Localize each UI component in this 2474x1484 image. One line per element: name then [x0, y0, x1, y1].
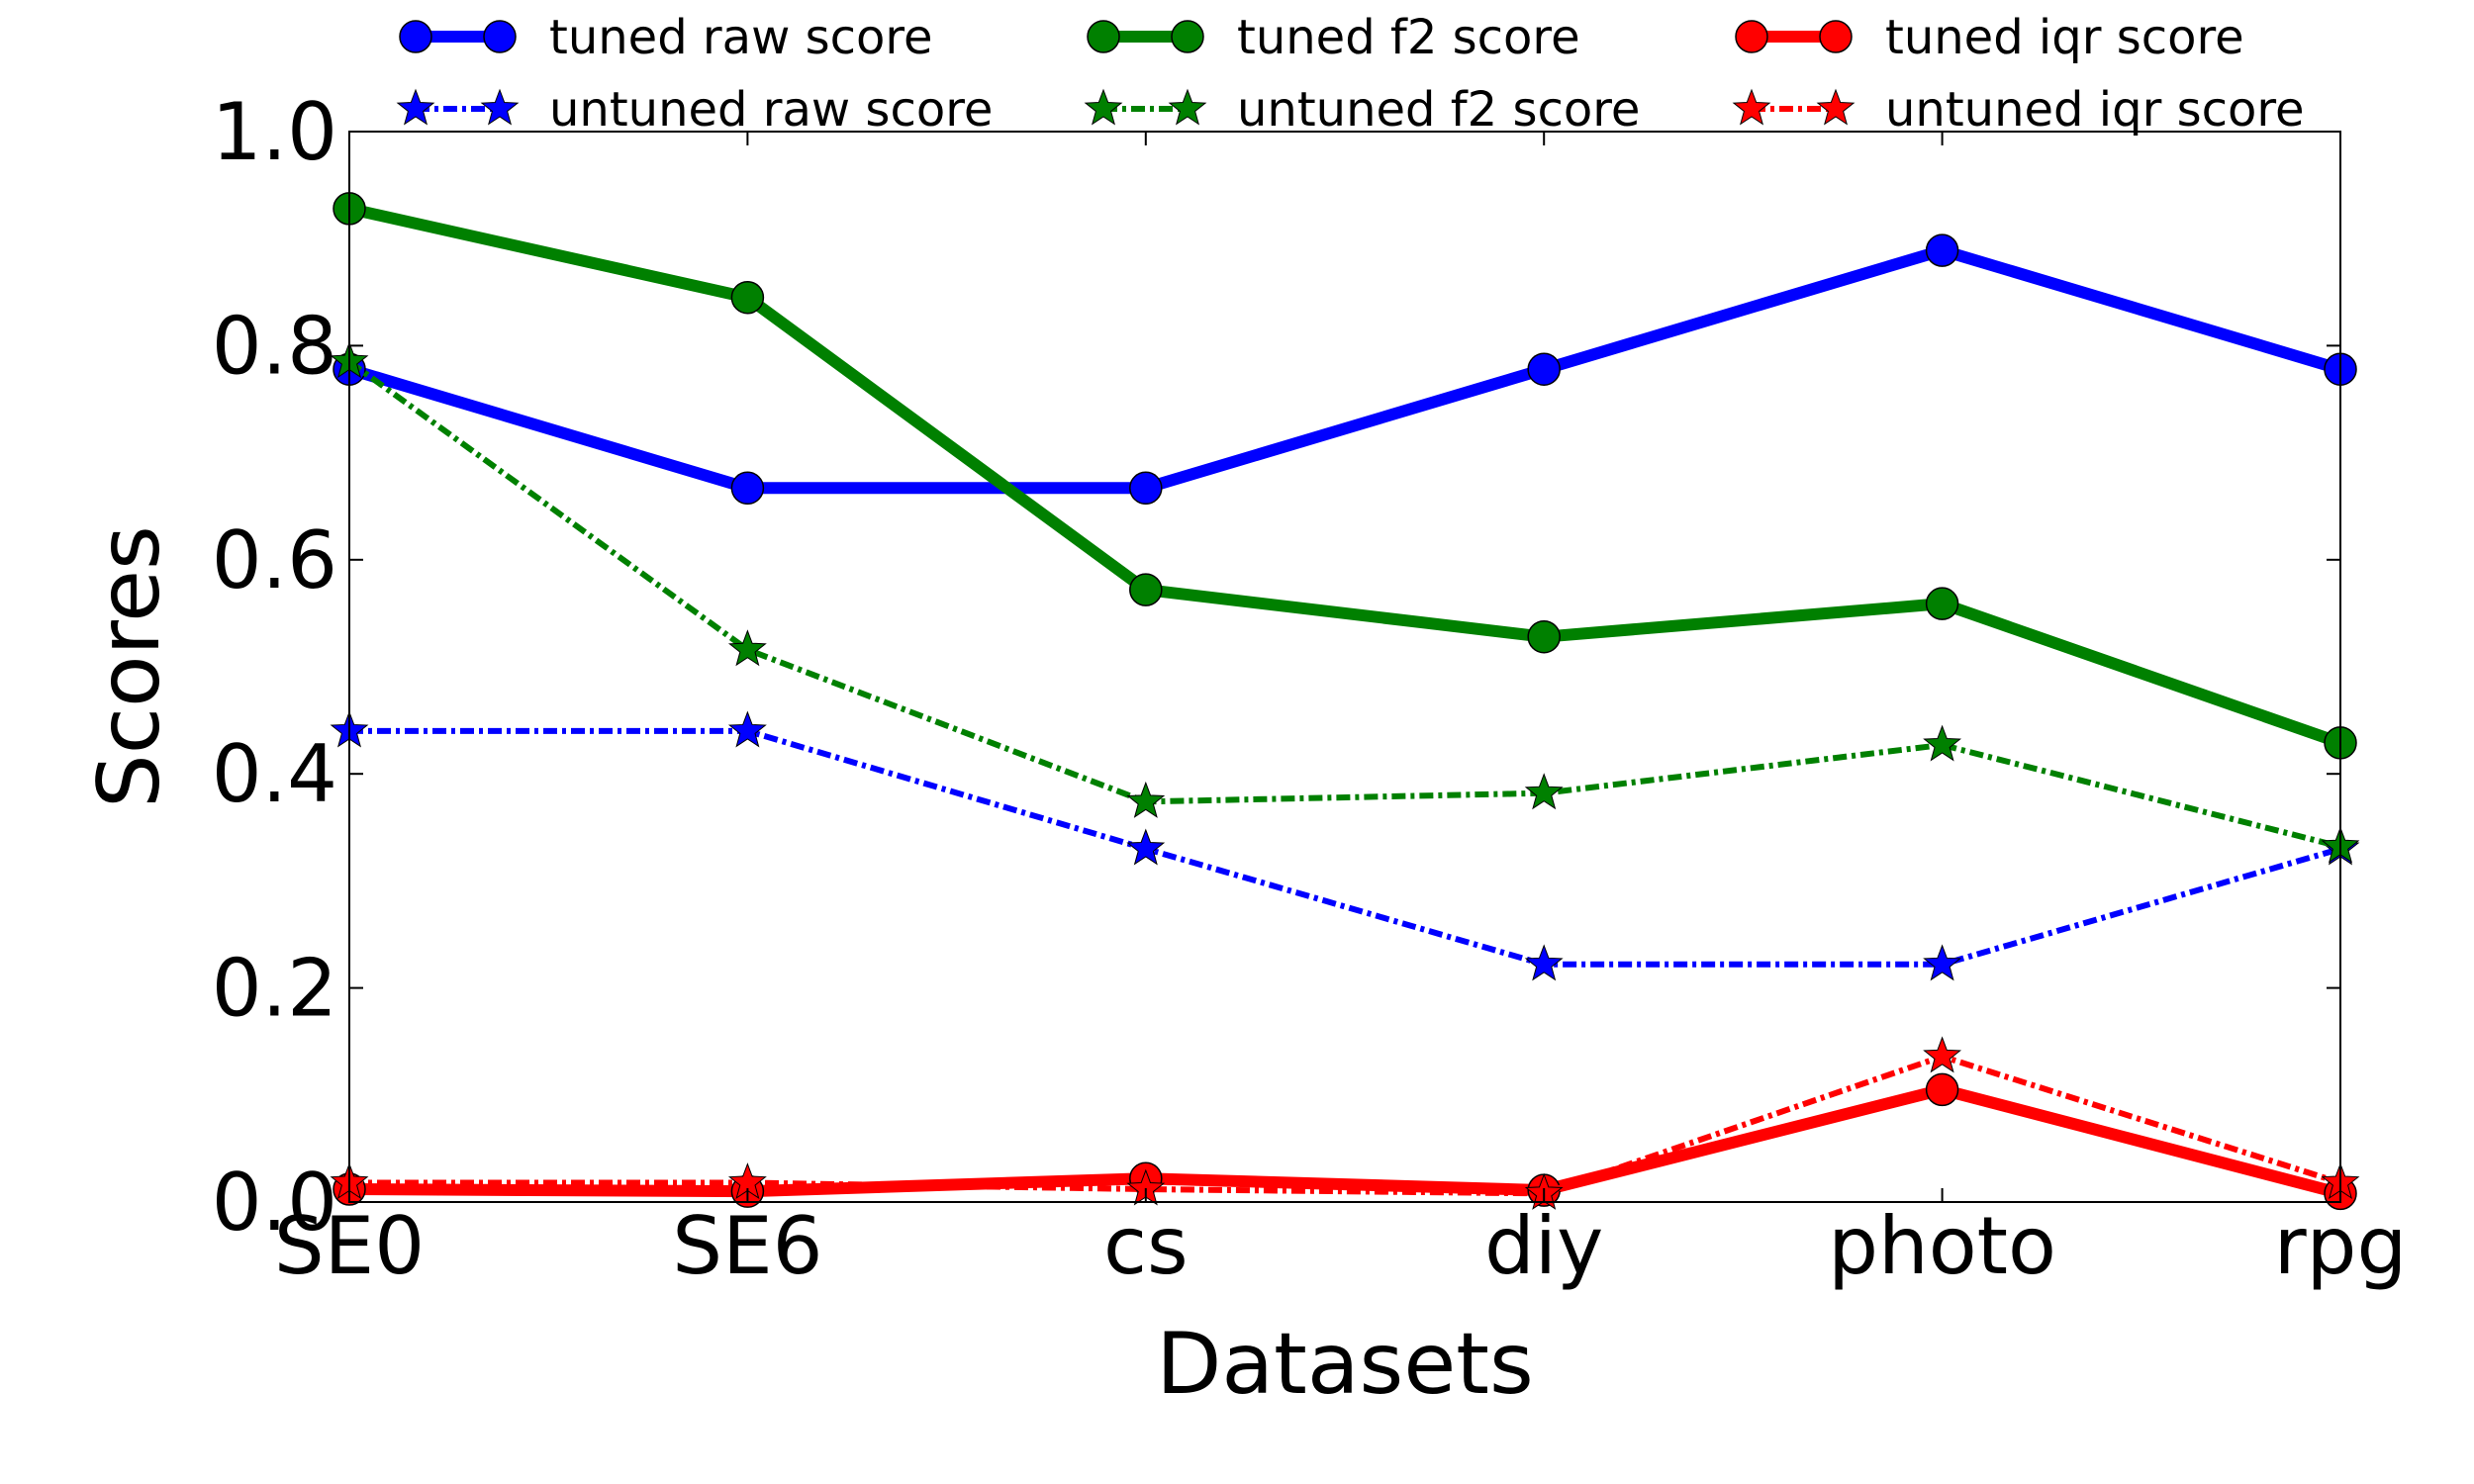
data-point — [1925, 587, 1959, 620]
data-point — [1925, 233, 1959, 267]
legend-marker — [1084, 88, 1123, 126]
legend-label: untuned f2 score — [1237, 82, 1640, 138]
legend-marker — [1816, 88, 1856, 126]
legend-item: tuned f2 score — [1087, 10, 1580, 65]
data-point — [1527, 619, 1561, 654]
legend-item: untuned f2 score — [1084, 82, 1640, 138]
legend-marker — [1087, 20, 1120, 53]
legend-marker — [1171, 20, 1204, 53]
legend-label: tuned raw score — [549, 10, 933, 65]
data-point — [730, 280, 765, 315]
series-untuned-raw-score — [330, 710, 2360, 981]
data-point — [1129, 573, 1163, 606]
legend-label: untuned raw score — [549, 82, 993, 138]
data-point — [1923, 944, 1962, 981]
legend-item: untuned iqr score — [1732, 82, 2305, 138]
legend-marker — [1168, 88, 1207, 126]
y-tick-label: 0.0 — [212, 1157, 337, 1249]
data-point — [727, 629, 767, 667]
data-point — [1923, 1036, 1962, 1073]
axis-ticks: 0.0 0.2 0.4 0.6 0.8 1.0 SE0 SE6 cs diy photo rpg — [212, 86, 2407, 1292]
x-axis-title: Datasets — [1156, 1315, 1534, 1414]
x-tick-label: cs — [1103, 1200, 1189, 1292]
data-point — [1923, 724, 1962, 762]
x-tick-label: rpg — [2274, 1200, 2407, 1292]
y-tick-label: 0.4 — [212, 728, 337, 820]
series-tuned-raw-score — [333, 233, 2357, 506]
y-axis-title: Scores — [80, 525, 179, 808]
legend-label: tuned f2 score — [1237, 10, 1580, 65]
data-point — [1527, 352, 1561, 386]
data-point — [1925, 1072, 1959, 1107]
data-point — [1524, 944, 1564, 981]
series-line — [347, 359, 2341, 850]
legend-item: untuned raw score — [396, 82, 993, 138]
series-line — [349, 1053, 2341, 1197]
x-tick-label: diy — [1484, 1200, 1603, 1292]
x-tick-label: photo — [1828, 1200, 2056, 1292]
y-tick-label: 0.6 — [212, 514, 337, 606]
legend: tuned raw score untuned raw score tuned f2… — [396, 10, 2305, 138]
series-line — [347, 244, 2342, 495]
data-point — [1524, 773, 1564, 810]
legend-marker — [1735, 20, 1768, 53]
data-point — [1129, 471, 1163, 506]
legend-marker — [1732, 88, 1771, 126]
legend-marker — [1819, 20, 1853, 53]
y-tick-label: 0.2 — [212, 943, 337, 1035]
data-point — [730, 471, 765, 506]
legend-label: tuned iqr score — [1885, 10, 2244, 65]
legend-marker — [480, 88, 520, 126]
series-tuned-iqr-score — [333, 1072, 2357, 1211]
data-point — [1126, 781, 1166, 818]
x-tick-label: SE0 — [274, 1200, 425, 1292]
x-tick-label: SE6 — [672, 1200, 822, 1292]
legend-marker — [399, 20, 432, 53]
legend-label: untuned iqr score — [1885, 82, 2305, 138]
legend-item: tuned raw score — [399, 10, 933, 65]
plot-frame — [348, 131, 2341, 1203]
legend-marker — [396, 88, 435, 126]
series-line — [349, 727, 2341, 968]
series-line — [347, 203, 2342, 749]
legend-marker — [483, 20, 517, 53]
y-tick-label: 1.0 — [212, 86, 337, 178]
series-line — [348, 1083, 2342, 1200]
legend-item: tuned iqr score — [1735, 10, 2244, 65]
y-tick-label: 0.8 — [212, 300, 337, 392]
series-untuned-f2-score — [330, 341, 2360, 864]
data-point — [727, 710, 767, 748]
series-layer — [330, 192, 2360, 1211]
data-point — [1126, 828, 1166, 866]
